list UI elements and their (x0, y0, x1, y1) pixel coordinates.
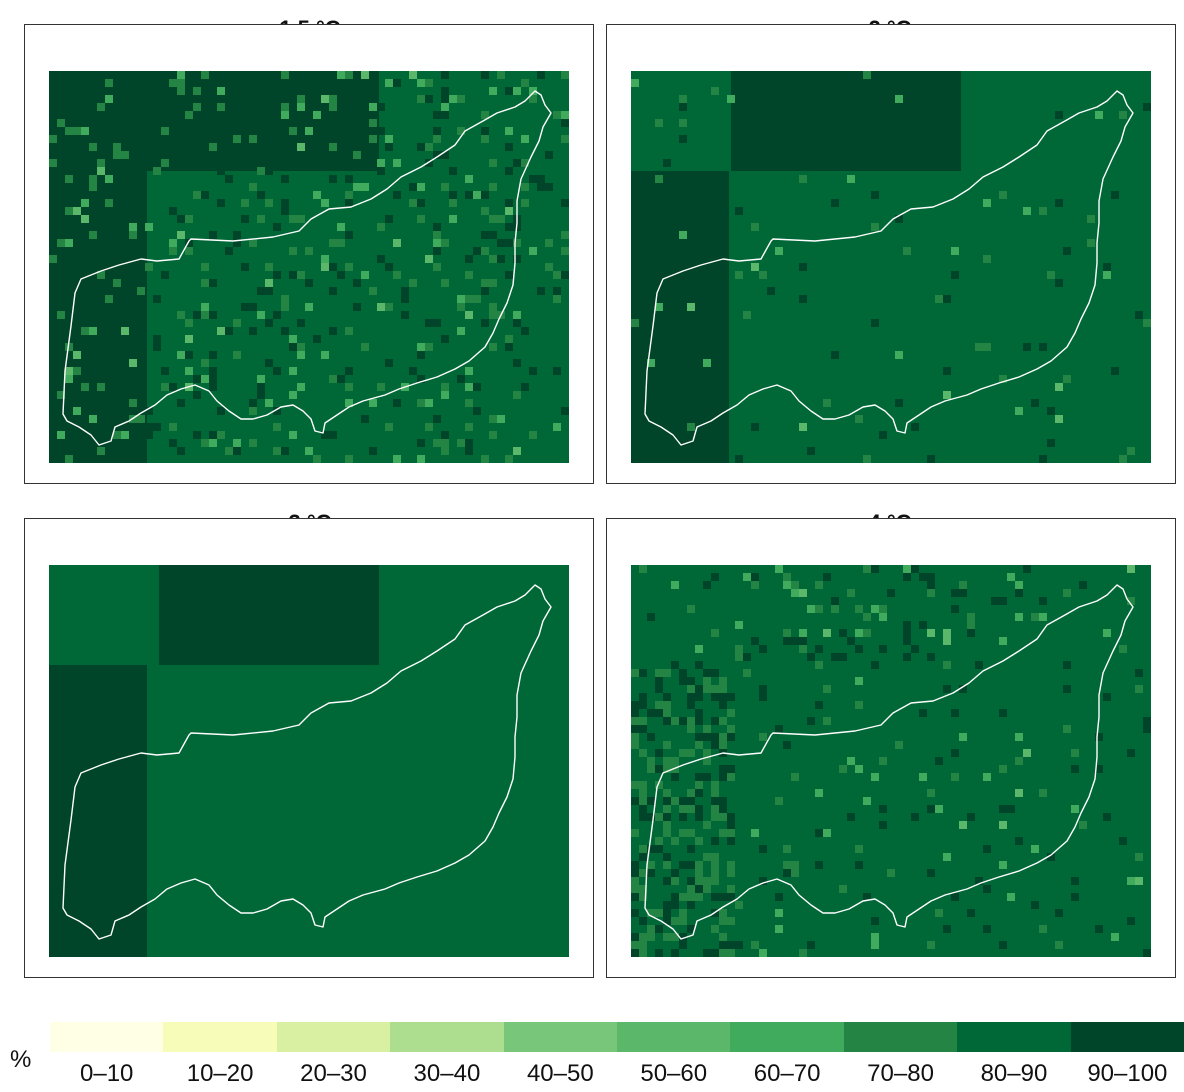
legend-label-9: 80–90 (980, 1060, 1048, 1087)
map-panel-1 (24, 24, 594, 484)
legend-unit: % (10, 1046, 32, 1073)
map-panel-4 (606, 518, 1176, 978)
map-dark-region-north (159, 565, 379, 665)
legend-label-8: 70–80 (867, 1060, 934, 1087)
legend-swatch-7 (730, 1022, 844, 1052)
region-boundary-outline (644, 90, 1134, 446)
map-dark-region-west (49, 665, 147, 957)
legend-label-7: 60–70 (753, 1060, 821, 1087)
map-raster-3 (49, 565, 569, 957)
legend-swatch-6 (617, 1022, 731, 1052)
map-raster-4 (631, 565, 1151, 957)
map-pixel-layer (631, 565, 1151, 957)
region-boundary-outline (62, 584, 552, 940)
region-boundary-outline (62, 90, 552, 446)
map-raster-1 (49, 71, 569, 463)
legend-labels: 0–10 10–20 20–30 30–40 40–50 50–60 60–70 70–80 8… (50, 1060, 1184, 1088)
color-legend: % 0–10 10–20 20–30 30–40 40–50 50–60 60–70 70–8… (0, 1000, 1184, 1092)
legend-label-5: 40–50 (526, 1060, 594, 1087)
legend-label-1: 0–10 (80, 1060, 134, 1087)
legend-label-10: 90–100 (1087, 1060, 1168, 1087)
legend-label-6: 50–60 (640, 1060, 708, 1087)
region-boundary-outline (644, 584, 1134, 940)
map-panel-2 (606, 24, 1176, 484)
legend-swatch-9 (957, 1022, 1071, 1052)
legend-label-3: 20–30 (300, 1060, 367, 1087)
legend-swatch-8 (843, 1022, 958, 1052)
legend-swatch-4 (390, 1022, 504, 1052)
map-panel-3 (24, 518, 594, 978)
legend-swatch-2 (163, 1022, 277, 1052)
legend-label-4: 30–40 (413, 1060, 481, 1087)
map-dark-region-west (49, 171, 147, 463)
map-pixel-layer (631, 71, 1151, 463)
map-raster-2 (631, 71, 1151, 463)
legend-swatch-10 (1070, 1022, 1184, 1052)
map-dark-region-west (631, 171, 729, 463)
legend-swatch-3 (276, 1022, 391, 1052)
legend-colorbar (50, 1022, 1184, 1052)
legend-label-2: 10–20 (186, 1060, 254, 1087)
legend-swatch-1 (50, 1022, 164, 1052)
legend-swatch-5 (503, 1022, 618, 1052)
